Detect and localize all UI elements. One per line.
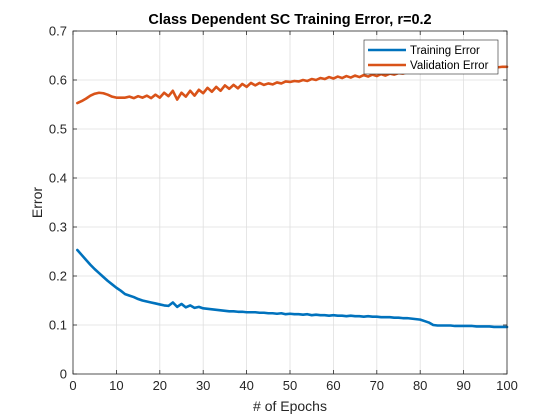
x-tick-label: 60 [326, 378, 340, 393]
legend-box [363, 39, 499, 75]
series-line-training-error [76, 248, 509, 329]
y-tick-label: 0.1 [49, 318, 67, 333]
x-tick-label: 70 [370, 378, 384, 393]
y-tick-label: 0 [60, 367, 67, 382]
y-axis-label: Error [29, 187, 45, 218]
y-tick-label: 0.6 [49, 73, 67, 88]
y-tick-label: 0.3 [49, 220, 67, 235]
x-tick-label: 50 [283, 378, 297, 393]
x-tick-label: 30 [196, 378, 210, 393]
y-tick-label: 0.7 [49, 24, 67, 39]
y-tick-label: 0.5 [49, 122, 67, 137]
legend: Training Error Validation Error [363, 39, 499, 75]
x-axis-label: # of Epochs [253, 398, 327, 414]
x-tick-label: 90 [456, 378, 470, 393]
legend-label-training: Training Error [410, 45, 480, 57]
y-tick-label: 0.2 [49, 269, 67, 284]
x-tick-label: 100 [496, 378, 518, 393]
x-tick-label: 40 [239, 378, 253, 393]
chart-title: Class Dependent SC Training Error, r=0.2 [148, 12, 431, 28]
legend-label-validation: Validation Error [410, 60, 489, 72]
y-tick-label: 0.4 [49, 171, 67, 186]
x-tick-label: 20 [153, 378, 167, 393]
x-tick-label: 80 [413, 378, 427, 393]
x-tick-label: 10 [109, 378, 123, 393]
x-tick-label: 0 [69, 378, 76, 393]
axis-ticks: 0 10 20 30 40 50 60 70 80 90 100 0 0.1 0.2 0.3 0.4 0.5 0.… [49, 24, 518, 394]
